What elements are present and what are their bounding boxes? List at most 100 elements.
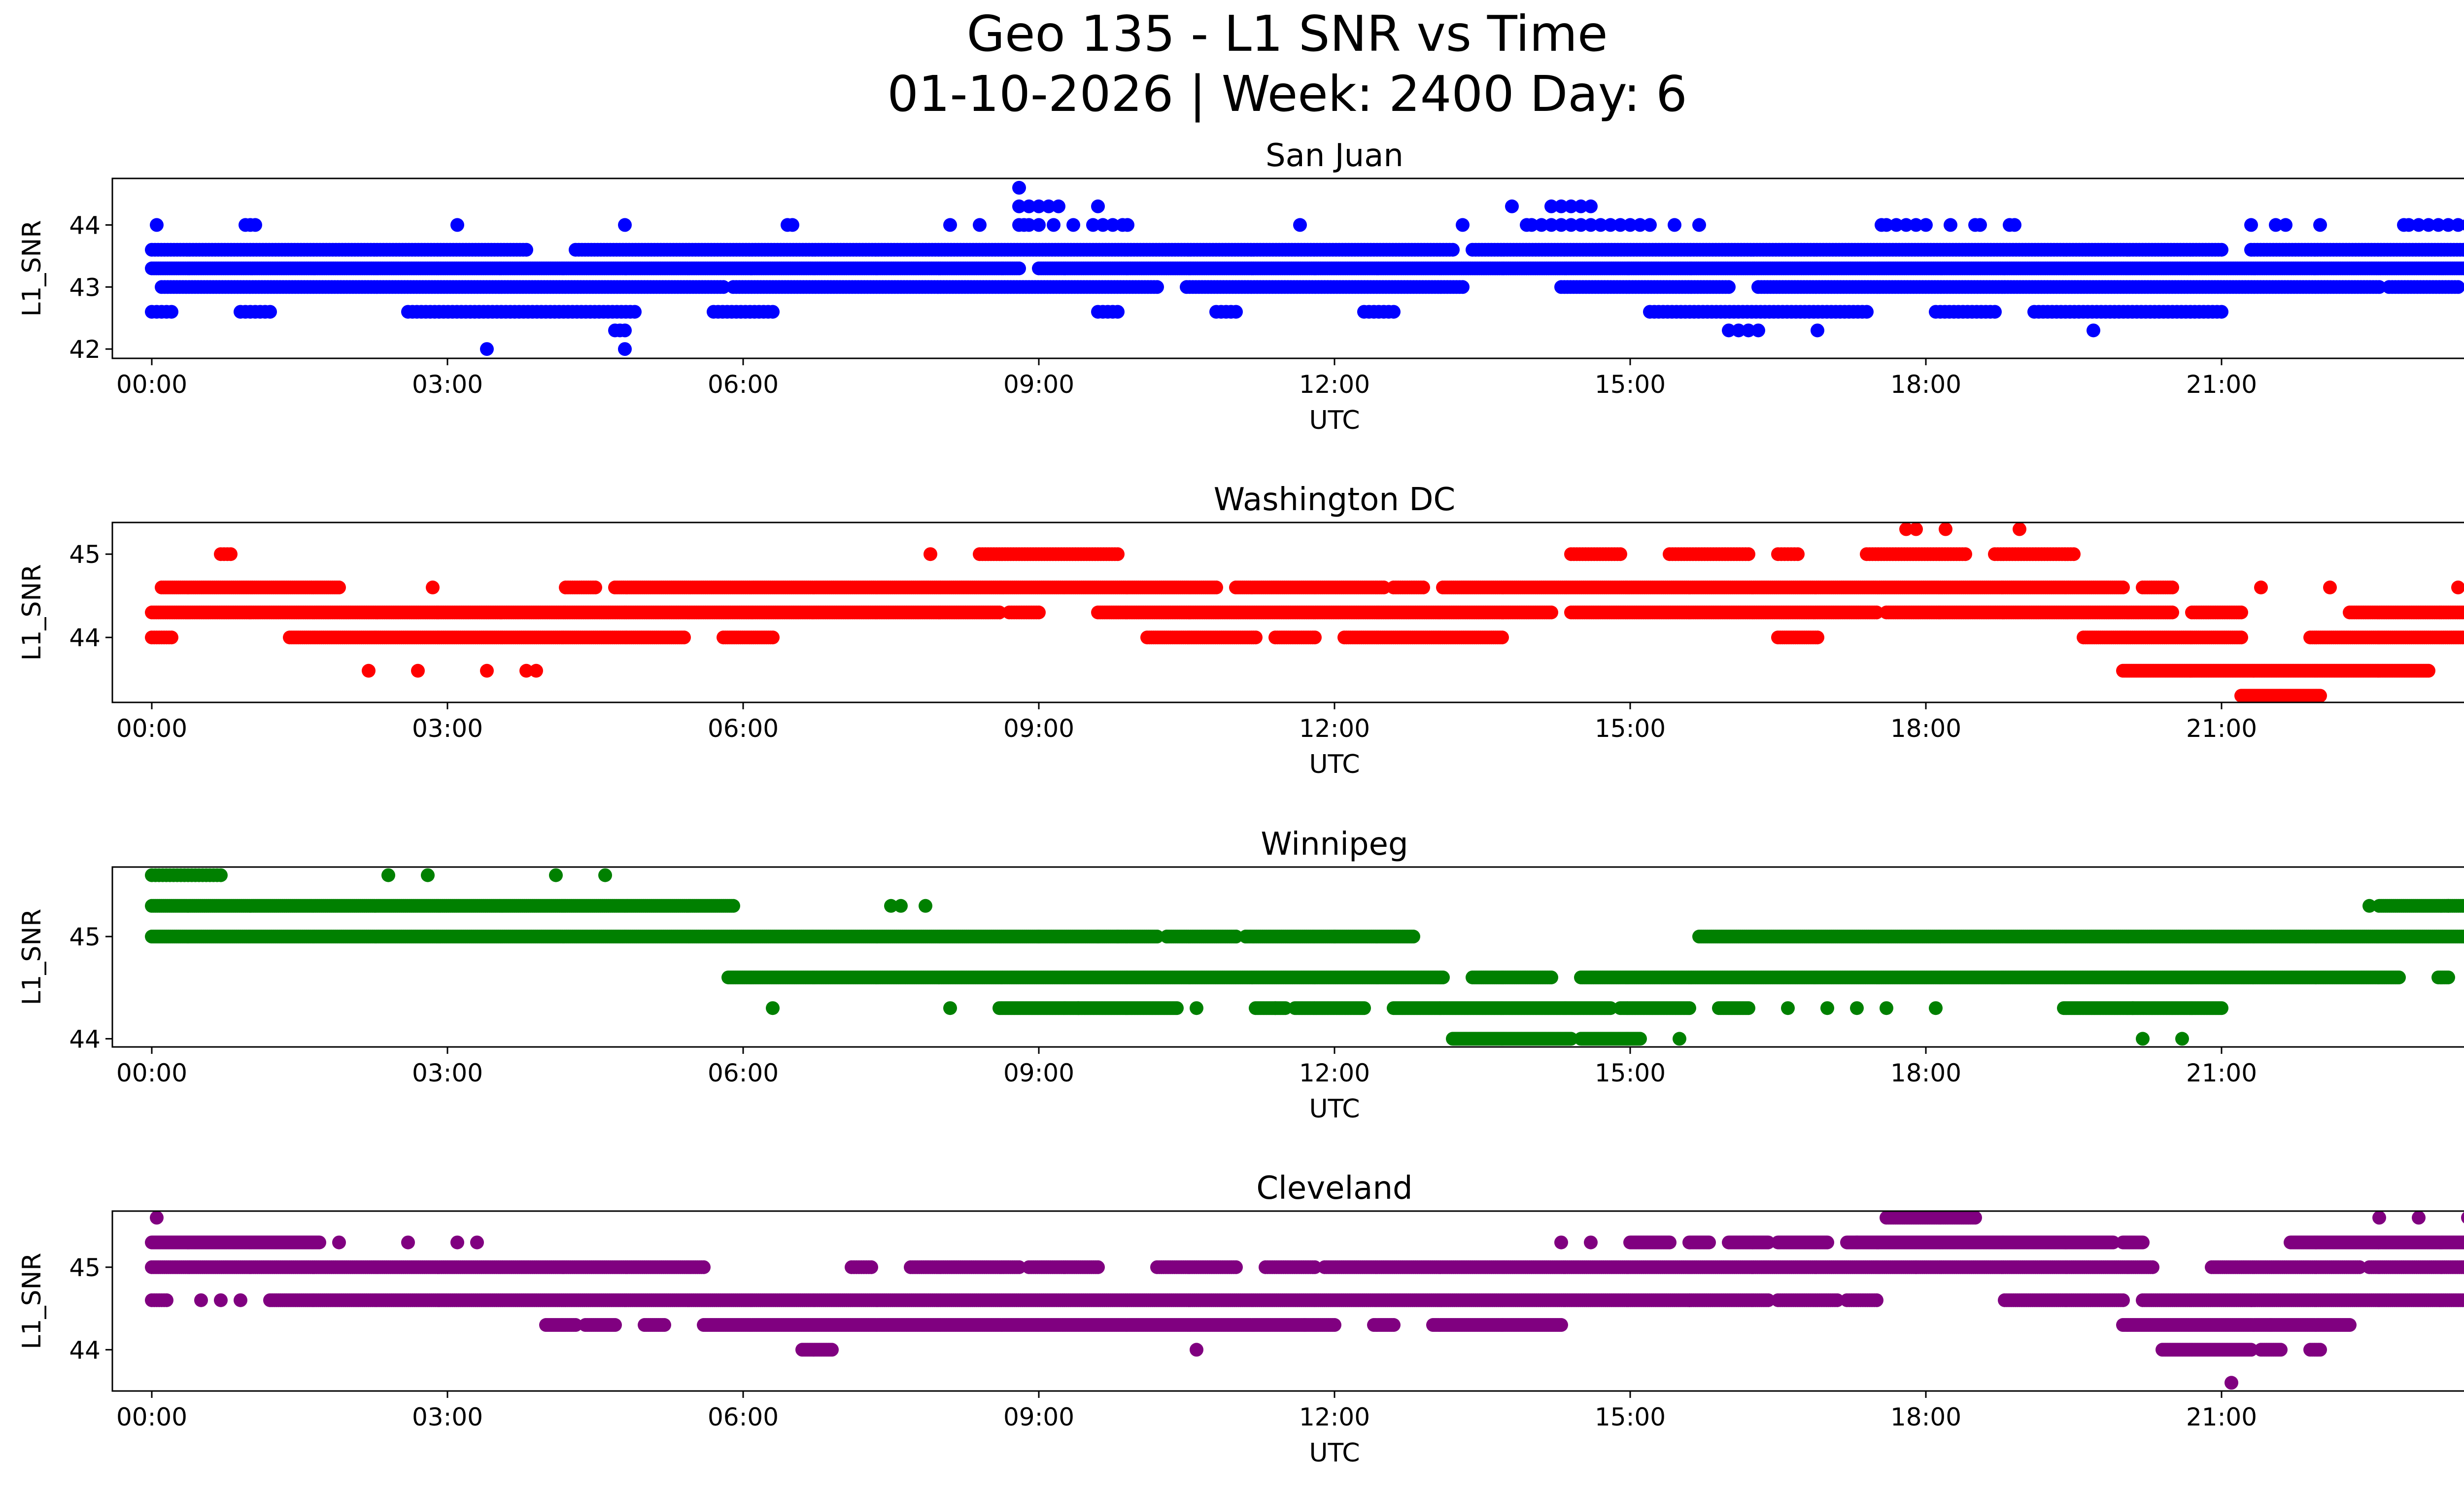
data-point — [2215, 243, 2228, 257]
series — [1012, 180, 1026, 195]
data-point — [1944, 218, 1957, 232]
data-point — [1022, 218, 1036, 232]
data-point — [1564, 218, 1578, 232]
data-point — [943, 218, 957, 232]
x-axis-label: UTC — [1309, 406, 1360, 435]
data-point — [766, 305, 780, 319]
data-point — [1012, 199, 1026, 213]
x-tick-label: 00:00 — [116, 370, 187, 399]
data-point — [1909, 218, 1923, 232]
series — [145, 605, 2464, 620]
data-point — [1584, 199, 1598, 213]
data-point — [1889, 218, 1903, 232]
y-tick-label: 42 — [69, 335, 101, 364]
data-point — [1554, 218, 1568, 232]
data-point — [1209, 580, 1223, 594]
data-point — [677, 630, 691, 645]
data-point — [992, 605, 1006, 620]
x-tick-label: 18:00 — [1890, 370, 1961, 399]
data-point — [2422, 218, 2435, 232]
data-point — [519, 243, 533, 257]
data-point — [1446, 243, 1460, 257]
data-point — [1811, 323, 1824, 338]
y-axis-label: L1_SNR — [17, 220, 47, 316]
data-point — [1308, 630, 1322, 645]
data-point — [628, 305, 642, 319]
series — [145, 243, 2464, 257]
series — [145, 630, 2464, 645]
data-point — [1633, 218, 1647, 232]
data-point — [1554, 199, 1568, 213]
data-point — [1544, 605, 1558, 620]
series — [145, 305, 2228, 319]
data-point — [786, 218, 799, 232]
data-point — [2269, 218, 2283, 232]
data-point — [2372, 280, 2386, 294]
scatter-points — [145, 522, 2464, 702]
data-point — [2463, 245, 2464, 254]
data-point — [1525, 218, 1539, 232]
series — [150, 218, 2464, 232]
data-point — [1495, 630, 1509, 645]
data-point — [1870, 605, 1883, 620]
data-point — [1899, 218, 1913, 232]
y-tick-label: 43 — [69, 273, 101, 302]
data-point — [766, 630, 780, 645]
x-tick-label: 15:00 — [1595, 370, 1666, 399]
data-point — [1012, 261, 1026, 276]
data-point — [1742, 323, 1755, 338]
data-point — [1456, 280, 1470, 294]
figure-title-line2: 01-10-2026 | Week: 2400 Day: 6 — [887, 65, 1687, 123]
data-point — [1604, 218, 1617, 232]
data-point — [2402, 218, 2416, 232]
data-point — [1066, 218, 1080, 232]
data-point — [1535, 218, 1548, 232]
subplot-title: Washington DC — [1214, 482, 1455, 518]
y-tick-label: 44 — [69, 211, 101, 240]
x-tick-label: 06:00 — [708, 370, 779, 399]
data-point — [1150, 280, 1164, 294]
data-point — [480, 342, 494, 356]
data-point — [1722, 323, 1736, 338]
data-point — [263, 305, 277, 319]
data-point — [1751, 323, 1765, 338]
data-point — [1377, 580, 1391, 594]
data-point — [1106, 218, 1120, 232]
figure-title-line1: Geo 135 - L1 SNR vs Time — [967, 5, 1608, 63]
data-point — [2412, 218, 2426, 232]
data-point — [1387, 305, 1401, 319]
data-point — [588, 580, 602, 594]
data-point — [618, 218, 632, 232]
data-point — [165, 305, 178, 319]
data-point — [2165, 580, 2179, 594]
data-point — [2461, 263, 2464, 274]
data-point — [1692, 218, 1706, 232]
data-point — [1111, 305, 1125, 319]
data-point — [2244, 218, 2258, 232]
data-point — [1668, 218, 1681, 232]
data-point — [2462, 607, 2464, 618]
data-point — [1456, 218, 1470, 232]
data-point — [2215, 305, 2228, 319]
data-point — [1623, 218, 1637, 232]
data-point — [1293, 218, 1307, 232]
data-point — [332, 580, 346, 594]
data-point — [1012, 180, 1026, 195]
data-point — [2165, 605, 2179, 620]
data-point — [2431, 218, 2445, 232]
data-point — [2087, 323, 2100, 338]
data-point — [1919, 218, 1933, 232]
data-point — [150, 218, 164, 232]
data-point — [1732, 323, 1745, 338]
x-tick-label: 21:00 — [2186, 370, 2257, 399]
data-point — [1880, 218, 1893, 232]
x-tick-label: 09:00 — [1003, 370, 1074, 399]
data-point — [2234, 605, 2248, 620]
data-point — [1121, 218, 1134, 232]
series — [145, 261, 2464, 276]
data-point — [2451, 218, 2464, 232]
series — [155, 280, 2464, 294]
data-point — [1032, 199, 1046, 213]
series — [1012, 199, 1598, 213]
